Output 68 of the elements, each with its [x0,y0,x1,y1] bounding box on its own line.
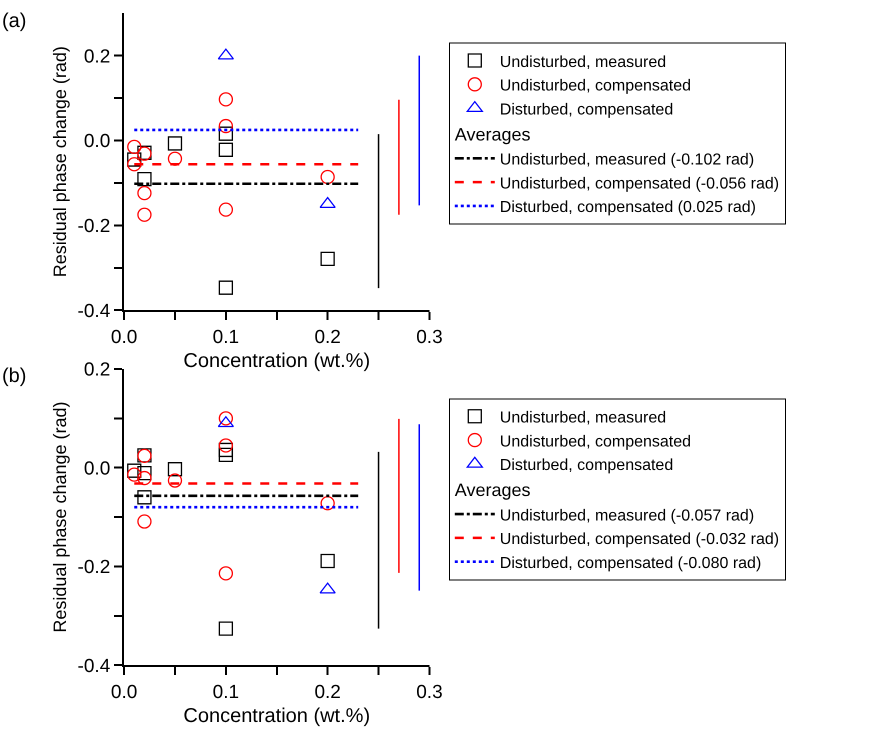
point [218,142,234,157]
point [127,467,142,482]
point [218,411,234,426]
point [218,202,234,217]
point [127,140,142,154]
point [137,514,152,529]
legend-label: Disturbed, compensated [500,457,674,474]
x-tick-label: 0.0 [110,326,138,348]
point [218,118,234,134]
y-tick-label: -0.4 [78,300,111,322]
legend-label: Undisturbed, measured [500,410,666,427]
x-tick-label: 0.1 [212,326,240,348]
x-tick-label: 0.2 [314,682,341,703]
legend-label: Undisturbed, measured [500,54,666,71]
point [320,496,335,510]
legend-label: Undisturbed, measured (-0.102 rad) [500,152,754,169]
point [168,473,182,488]
point [127,157,142,172]
point [218,621,234,636]
point [320,252,335,266]
point [218,126,234,141]
point [137,186,152,200]
legend-label: Disturbed, compensated (-0.080 rad) [500,554,762,572]
point [218,280,234,295]
point [168,152,182,166]
point [218,448,234,462]
y-tick-label: -0.2 [78,216,110,237]
legend-label: Disturbed, compensated [500,101,674,118]
point [320,554,335,568]
x-tick-label: 0.3 [416,326,443,348]
y-tick-label: 0.2 [84,46,110,68]
x-axis-title: Concentration (wt.%) [183,350,370,372]
text: Averages [454,480,531,500]
y-axis-title: Residual phase change (rad) [50,46,70,278]
legend-label: Undisturbed, compensated [500,78,692,95]
y-tick-label: 0.0 [84,458,110,480]
point [127,464,142,478]
point [137,470,152,486]
text: (b) [2,365,26,387]
y-tick-label: 0.2 [84,360,110,381]
point [168,462,182,476]
legend-label: Undisturbed, compensated [500,433,692,450]
point [218,92,234,106]
text: (a) [2,10,26,32]
point [320,170,335,184]
point [137,490,152,504]
legend-label: Undisturbed, measured (-0.057 rad) [500,507,754,524]
point [218,442,234,458]
x-axis-title: Concentration (wt.%) [183,704,370,727]
x-tick-label: 0.2 [314,326,341,348]
point [137,466,152,480]
text: Averages [454,124,531,144]
x-tick-label: 0.1 [212,682,240,703]
legend-label: Undisturbed, compensated (-0.056 rad) [500,175,780,192]
y-tick-label: -0.4 [78,656,111,677]
point [137,172,152,186]
y-tick-label: -0.2 [78,557,110,578]
y-tick-label: 0.0 [84,131,110,152]
point [168,136,182,151]
legend-label: Undisturbed, compensated (-0.032 rad) [500,531,780,548]
point [218,438,234,453]
legend-label: Disturbed, compensated (0.025 rad) [500,199,756,216]
point [137,208,152,222]
point [127,152,142,167]
point [218,566,234,580]
x-tick-label: 0.0 [110,682,138,703]
y-axis-title: Residual phase change (rad) [50,401,70,633]
x-tick-label: 0.3 [416,682,443,703]
